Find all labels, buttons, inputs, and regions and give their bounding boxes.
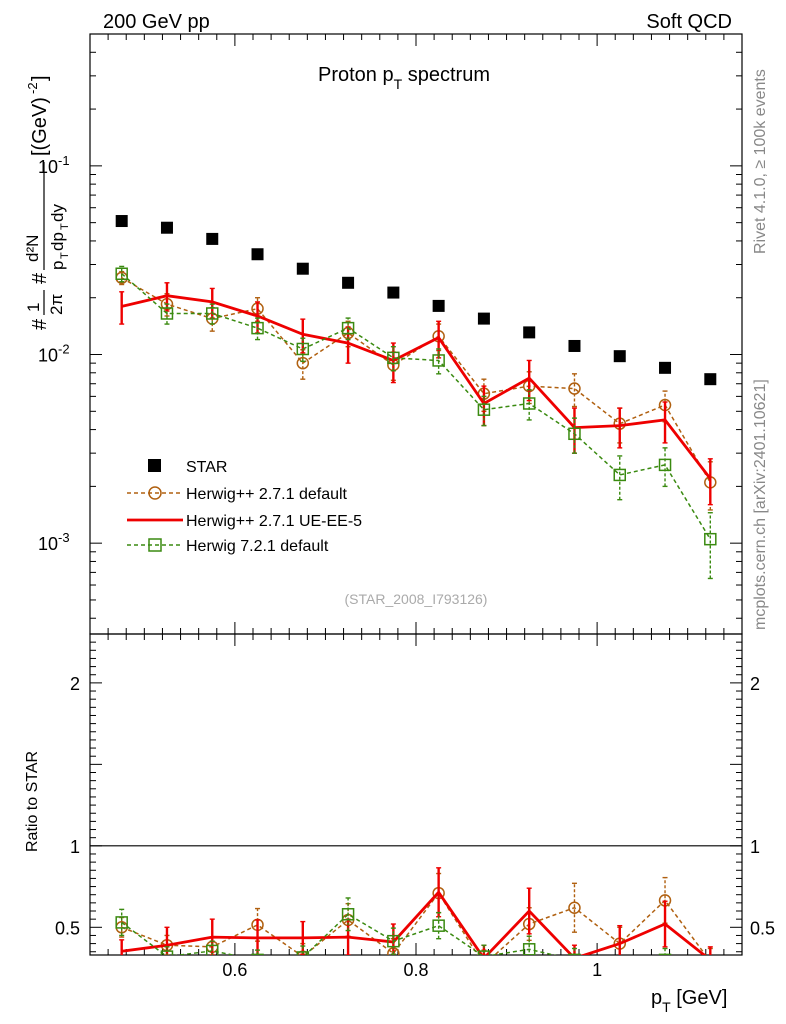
ratio-y-tick-label: 0.5 bbox=[750, 918, 775, 938]
star-data-point bbox=[477, 312, 490, 325]
svg-text:]: ] bbox=[29, 75, 51, 81]
main-series-1-point bbox=[568, 382, 581, 395]
ratio-series-3-point bbox=[614, 966, 625, 977]
legend-herwig-default-label: Herwig++ 2.7.1 default bbox=[186, 486, 348, 503]
main-series-3-point bbox=[296, 342, 310, 356]
main-series-layer bbox=[115, 215, 717, 580]
star-data-point bbox=[523, 326, 536, 339]
main-series-3-point bbox=[206, 307, 219, 320]
svg-text:dy: dy bbox=[48, 204, 67, 222]
y-tick-label: 10-2 bbox=[38, 342, 70, 366]
svg-text:#: # bbox=[29, 272, 51, 284]
ratio-y-tick-label: 2 bbox=[750, 674, 760, 694]
rivet-version-label: Rivet 4.1.0, ≥ 100k events bbox=[752, 69, 769, 254]
main-series-1-point bbox=[296, 356, 310, 370]
svg-text:2π: 2π bbox=[47, 294, 66, 315]
svg-text:d²N: d²N bbox=[23, 235, 42, 262]
ratio-series-1-point bbox=[568, 901, 581, 914]
star-data-point bbox=[432, 299, 445, 312]
legend-star-label: STAR bbox=[186, 459, 227, 476]
ratio-y-tick-label: 1 bbox=[70, 837, 80, 857]
star-data-point bbox=[613, 350, 626, 363]
star-data-point bbox=[568, 339, 581, 352]
header-left: 200 GeV pp bbox=[103, 11, 210, 33]
main-series-3-line bbox=[121, 273, 711, 540]
ratio-series-3-point bbox=[432, 919, 445, 932]
star-data-point bbox=[160, 221, 173, 234]
ratio-series-3-point bbox=[251, 953, 264, 955]
main-series-3-point bbox=[341, 321, 355, 335]
main-series-3-point bbox=[613, 468, 626, 482]
ratio-series-3-point bbox=[341, 908, 355, 921]
main-axis-ticks: 10-1 10-2 10-3 bbox=[38, 33, 743, 634]
ratio-series-3-point bbox=[160, 950, 174, 955]
svg-text:-2: -2 bbox=[25, 82, 40, 94]
y-tick-label: 10-1 bbox=[38, 153, 70, 177]
svg-text:[(GeV): [(GeV) bbox=[29, 97, 51, 156]
main-series-3-point bbox=[704, 532, 717, 546]
main-series-3-point bbox=[251, 321, 264, 335]
x-axis-label: pT [GeV] bbox=[651, 987, 727, 1015]
y-tick-label: 10-3 bbox=[38, 530, 70, 554]
main-series-3-point bbox=[658, 458, 672, 472]
ratio-series-layer bbox=[115, 867, 716, 977]
legend-herwig-default-marker bbox=[148, 486, 162, 500]
ratio-plot-frame bbox=[89, 633, 743, 956]
ratio-series-1-point bbox=[705, 956, 716, 967]
star-data-point bbox=[206, 232, 219, 245]
ratio-series-2-line bbox=[121, 890, 707, 955]
svg-text:T: T bbox=[59, 252, 71, 259]
header-right: Soft QCD bbox=[646, 11, 732, 33]
ratio-series-3-point bbox=[206, 944, 219, 955]
legend-herwig-ueee5-label: Herwig++ 2.7.1 UE-EE-5 bbox=[186, 513, 362, 530]
ratio-y-tick-label: 1 bbox=[750, 837, 760, 857]
legend-star-marker bbox=[148, 459, 161, 472]
ratio-y-tick-label: 0.5 bbox=[55, 918, 80, 938]
ratio-series-3-point bbox=[115, 916, 128, 929]
legend: STAR Herwig++ 2.7.1 default Herwig++ 2.7… bbox=[127, 459, 362, 555]
main-series-3-point bbox=[522, 397, 536, 410]
main-series-3-point bbox=[568, 427, 581, 441]
main-series-3-point bbox=[160, 307, 174, 320]
ratio-series-1-line bbox=[121, 891, 707, 955]
main-series-2-line bbox=[121, 294, 712, 480]
main-series-3-point bbox=[432, 354, 445, 367]
svg-text:1: 1 bbox=[24, 303, 43, 312]
legend-herwig7-label: Herwig 7.2.1 default bbox=[186, 538, 329, 555]
svg-text:T: T bbox=[59, 223, 71, 230]
ratio-series-3-point bbox=[477, 950, 491, 955]
ratio-series-1-point bbox=[478, 959, 489, 970]
legend-herwig7-marker bbox=[148, 538, 162, 552]
ratio-series-3-line bbox=[121, 913, 557, 955]
star-data-point bbox=[115, 215, 128, 228]
star-data-point bbox=[704, 373, 717, 386]
main-series-3-point bbox=[387, 351, 400, 365]
main-series-3-point bbox=[115, 267, 128, 280]
star-data-point bbox=[342, 276, 355, 289]
analysis-id-label: (STAR_2008_I793126) bbox=[345, 591, 488, 607]
ratio-ylabel: Ratio to STAR bbox=[24, 751, 41, 852]
ratio-series-3-point bbox=[522, 943, 536, 955]
star-data-point bbox=[659, 361, 672, 374]
svg-text:dp: dp bbox=[48, 232, 67, 251]
x-tick-label: 0.6 bbox=[222, 960, 247, 980]
main-ylabel: # 1 2π # d²N p T dp T dy [(GeV) -2 ] bbox=[23, 75, 71, 330]
x-tick-label: 1 bbox=[592, 960, 602, 980]
star-data-point bbox=[387, 286, 400, 299]
plot-title: Proton pT spectrum bbox=[318, 64, 490, 92]
main-series-3-point bbox=[477, 403, 491, 416]
ratio-series-3-point bbox=[568, 953, 581, 955]
mcplots-label: mcplots.cern.ch [arXiv:2401.10621] bbox=[752, 379, 769, 630]
ratio-axis-ticks: 0.6 0.8 1 0.5 0.5 1 1 2 2 bbox=[55, 634, 775, 980]
star-data-point bbox=[251, 248, 264, 261]
star-data-point bbox=[296, 262, 309, 275]
svg-text:#: # bbox=[29, 318, 51, 330]
ratio-series-3-point bbox=[658, 953, 672, 955]
svg-text:p: p bbox=[48, 261, 67, 270]
ratio-series-3-point bbox=[387, 934, 400, 948]
ratio-series-3-point bbox=[296, 951, 310, 955]
ratio-y-tick-label: 2 bbox=[70, 674, 80, 694]
x-tick-label: 0.8 bbox=[403, 960, 428, 980]
